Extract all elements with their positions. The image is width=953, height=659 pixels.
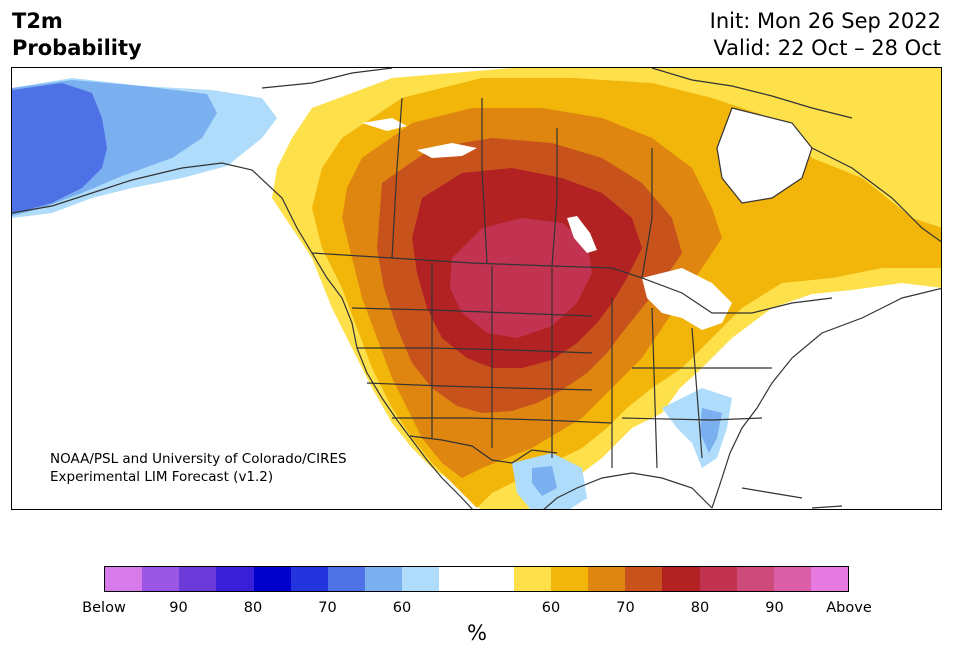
legend-swatch — [253, 567, 291, 591]
below-80-region — [12, 83, 107, 214]
legend-tick-label: 90 — [765, 600, 784, 616]
legend-tick-label: 60 — [392, 600, 412, 616]
legend-swatch — [588, 567, 626, 591]
legend-tick-label: Above — [826, 600, 872, 616]
credit-line-1: NOAA/PSL and University of Colorado/CIRE… — [50, 451, 347, 467]
province-borders — [391, 97, 653, 279]
legend-swatch — [439, 567, 477, 591]
init-date: Init: Mon 26 Sep 2022 — [709, 9, 941, 33]
great-lakes-water — [642, 268, 732, 330]
title-line-1: T2m — [12, 9, 63, 33]
legend-swatch — [625, 567, 663, 591]
probability-map — [12, 68, 941, 509]
legend-tick-label: 70 — [318, 600, 337, 616]
legend-swatch — [327, 567, 366, 591]
legend-swatch — [662, 567, 700, 591]
legend-swatch — [365, 567, 403, 591]
valid-range: Valid: 22 Oct – 28 Oct — [713, 36, 941, 60]
legend-tick-label: Below — [82, 600, 126, 616]
title-line-2: Probability — [12, 36, 142, 60]
above-max-region — [450, 218, 592, 338]
arctic-coastline — [261, 68, 853, 119]
below-70-mexico — [532, 466, 557, 496]
credit-line-2: Experimental LIM Forecast (v1.2) — [50, 469, 274, 485]
forecast-dates: Init: Mon 26 Sep 2022 Valid: 22 Oct – 28… — [710, 8, 941, 62]
legend-swatch — [773, 567, 811, 591]
hudson-bay-water — [717, 108, 812, 203]
below-60-southeast — [662, 388, 732, 468]
legend-swatch — [476, 567, 514, 591]
legend-swatch — [290, 567, 328, 591]
legend-tick-label: 60 — [541, 600, 561, 616]
color-legend-bar — [104, 566, 849, 592]
west-coastline — [12, 162, 473, 509]
labrador-coastline — [811, 147, 941, 243]
credit-text: NOAA/PSL and University of Colorado/CIRE… — [50, 450, 347, 486]
legend-swatch — [105, 567, 143, 591]
great-slave-lake-water — [417, 143, 477, 158]
legend-tick-label: 80 — [690, 600, 710, 616]
legend-swatch — [142, 567, 180, 591]
caribbean-islands — [741, 487, 843, 509]
legend-swatch — [736, 567, 774, 591]
legend-tick-label: 80 — [243, 600, 263, 616]
legend-tick-label: 70 — [616, 600, 635, 616]
map-title: T2m Probability — [12, 8, 142, 62]
legend-swatch — [513, 567, 551, 591]
legend-swatch — [402, 567, 440, 591]
map-panel: NOAA/PSL and University of Colorado/CIRE… — [11, 67, 942, 510]
us-mexico-border — [409, 435, 558, 464]
legend-swatch — [810, 567, 849, 591]
legend-swatch — [179, 567, 217, 591]
legend-unit: % — [467, 621, 487, 645]
legend-swatch — [699, 567, 737, 591]
lake-winnipeg-water — [567, 216, 597, 253]
great-bear-lake-water — [362, 118, 407, 131]
state-borders-east — [611, 298, 772, 469]
gulf-coastline — [543, 472, 713, 509]
legend-swatch — [216, 567, 254, 591]
legend-tick-label: 90 — [169, 600, 188, 616]
legend-swatch — [550, 567, 589, 591]
east-coastline — [711, 287, 941, 509]
boundaries-layer — [12, 68, 941, 509]
state-borders-west — [351, 263, 613, 458]
